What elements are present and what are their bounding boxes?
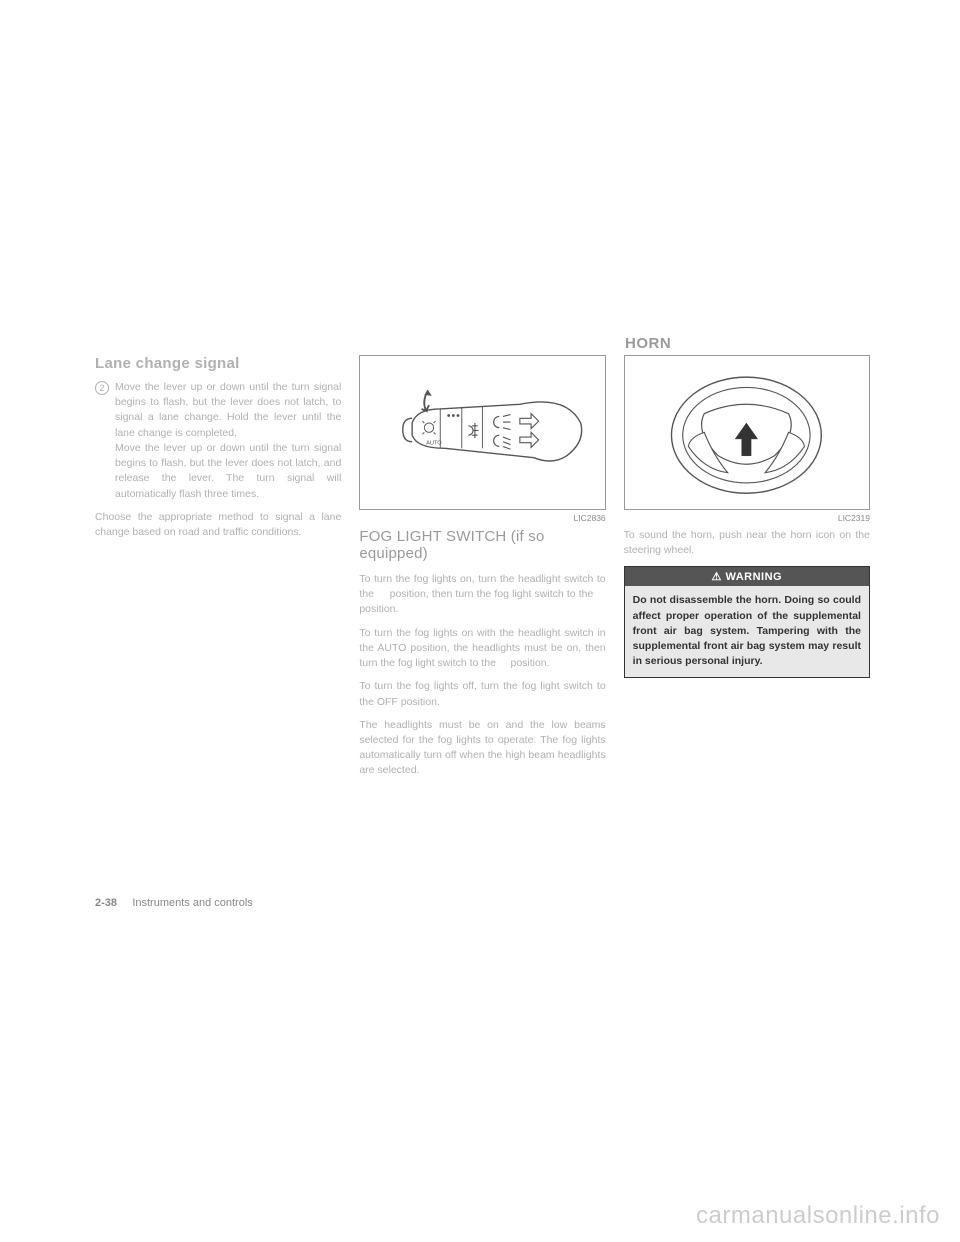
fog-light-heading: FOG LIGHT SWITCH (if so equipped) <box>359 528 605 562</box>
page-footer: 2-38 Instruments and controls <box>95 897 253 909</box>
fog-light-lever-icon: AUTO <box>370 362 595 503</box>
item2-para1: Move the lever up or down until the turn… <box>115 380 341 441</box>
column-1: Lane change signal 2 Move the lever up o… <box>95 355 341 787</box>
horn-p1: To sound the horn, push near the horn ic… <box>624 528 870 558</box>
column-3: LIC2319 To sound the horn, push near the… <box>624 355 870 787</box>
warning-header: WARNING <box>625 567 869 586</box>
page-content: Lane change signal 2 Move the lever up o… <box>95 355 870 787</box>
item2-para2: Move the lever up or down until the turn… <box>115 441 341 502</box>
svg-text:AUTO: AUTO <box>426 441 442 447</box>
column-2: AUTO <box>359 355 605 787</box>
item-2-body: Move the lever up or down until the turn… <box>115 380 341 502</box>
lane-change-heading: Lane change signal <box>95 355 341 372</box>
warning-box: WARNING Do not disassemble the horn. Doi… <box>624 566 870 677</box>
fig1-caption: LIC2836 <box>359 513 605 523</box>
fog-p3: To turn the fog lights off, turn the fog… <box>359 679 605 709</box>
footer-section: Instruments and controls <box>132 897 252 909</box>
page-number: 2-38 <box>95 897 117 909</box>
horn-section-heading: HORN <box>625 335 671 352</box>
watermark: carmanualsonline.info <box>696 1202 940 1230</box>
fog-light-switch-figure: AUTO <box>359 355 605 510</box>
fog-p2: To turn the fog lights on with the headl… <box>359 626 605 672</box>
list-item-2: 2 Move the lever up or down until the tu… <box>95 380 341 502</box>
fog-p4: The headlights must be on and the low be… <box>359 718 605 779</box>
steering-wheel-figure <box>624 355 870 510</box>
item-number-2: 2 <box>95 381 109 395</box>
fog-p1: To turn the fog lights on, turn the head… <box>359 572 605 618</box>
steering-wheel-icon <box>634 362 859 503</box>
warning-body: Do not disassemble the horn. Doing so co… <box>625 586 869 676</box>
fig2-caption: LIC2319 <box>624 513 870 523</box>
closing-para: Choose the appropriate method to signal … <box>95 510 341 540</box>
